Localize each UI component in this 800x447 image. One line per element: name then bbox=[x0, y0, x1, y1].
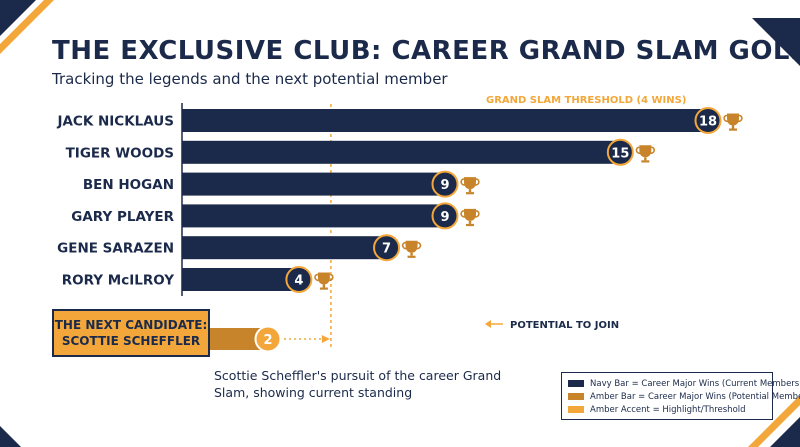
category-label-rory-mcilroy: RORY McILROY bbox=[62, 273, 174, 289]
potential-pointer-arrowhead bbox=[485, 320, 491, 328]
value-badge-gene-sarazen bbox=[373, 234, 401, 262]
value-label-rory-mcilroy: 4 bbox=[294, 274, 303, 289]
value-label-gary-player: 9 bbox=[440, 210, 449, 225]
candidate-description: Scottie Scheffler's pursuit of the caree… bbox=[214, 368, 502, 400]
legend-label: Navy Bar = Career Major Wins (Current Me… bbox=[590, 378, 800, 389]
legend-label: Amber Accent = Highlight/Threshold bbox=[590, 404, 746, 415]
value-badge-tiger-woods bbox=[606, 138, 634, 166]
trophy-icon bbox=[314, 272, 334, 290]
legend-item-navy: Navy Bar = Career Major Wins (Current Me… bbox=[568, 377, 800, 390]
bar-gene-sarazen bbox=[182, 236, 387, 260]
value-label-tiger-woods: 15 bbox=[611, 146, 629, 161]
value-badge-ben-hogan bbox=[431, 170, 459, 198]
category-label-tiger-woods: TIGER WOODS bbox=[66, 145, 174, 161]
legend-label: Amber Bar = Career Major Wins (Potential… bbox=[590, 391, 800, 402]
category-label-jack-nicklaus: JACK NICKLAUS bbox=[56, 114, 174, 130]
bar-tiger-woods bbox=[182, 140, 621, 164]
corner-bottom-left-navy bbox=[0, 426, 21, 447]
trophy-icon bbox=[723, 113, 743, 131]
candidate-label-box: THE NEXT CANDIDATE: SCOTTIE SCHEFFLER bbox=[52, 309, 210, 357]
candidate-value-label: 2 bbox=[263, 333, 272, 348]
legend-item-accent: Amber Accent = Highlight/Threshold bbox=[568, 403, 766, 416]
value-label-ben-hogan: 9 bbox=[440, 178, 449, 193]
value-label-gene-sarazen: 7 bbox=[382, 242, 391, 257]
potential-arrowhead bbox=[321, 335, 330, 343]
corner-top-right-navy bbox=[752, 18, 800, 66]
legend-swatch bbox=[568, 380, 584, 387]
bar-rory-mcilroy bbox=[182, 268, 299, 291]
bar-jack-nicklaus bbox=[182, 109, 708, 132]
value-badge-rory-mcilroy bbox=[285, 266, 313, 293]
trophy-icon bbox=[401, 240, 422, 258]
candidate-label-line2: SCOTTIE SCHEFFLER bbox=[61, 334, 201, 348]
category-label-gary-player: GARY PLAYER bbox=[71, 209, 174, 225]
legend-item-amber: Amber Bar = Career Major Wins (Potential… bbox=[568, 390, 800, 403]
page-subtitle: Tracking the legends and the next potent… bbox=[52, 70, 448, 88]
corner-top-left-navy bbox=[0, 0, 36, 36]
potential-label: POTENTIAL TO JOIN bbox=[510, 320, 619, 331]
category-label-gene-sarazen: GENE SARAZEN bbox=[57, 241, 174, 257]
corner-bottom-right-amber bbox=[748, 395, 800, 447]
value-label-jack-nicklaus: 18 bbox=[699, 115, 717, 130]
bar-ben-hogan bbox=[182, 172, 445, 196]
value-badge-gary-player bbox=[431, 202, 459, 230]
candidate-label-line1: THE NEXT CANDIDATE: bbox=[54, 318, 208, 332]
legend: Navy Bar = Career Major Wins (Current Me… bbox=[561, 372, 800, 420]
candidate-bar bbox=[208, 328, 268, 350]
candidate-value-badge bbox=[254, 325, 282, 353]
legend-swatch bbox=[568, 406, 584, 413]
corner-bottom-right-navy bbox=[770, 417, 800, 447]
threshold-label: GRAND SLAM THRESHOLD (4 WINS) bbox=[486, 95, 686, 106]
trophy-icon bbox=[460, 208, 480, 227]
bar-gary-player bbox=[182, 204, 445, 228]
trophy-icon bbox=[460, 177, 480, 195]
trophy-icon bbox=[635, 145, 656, 163]
page-title: THE EXCLUSIVE CLUB: CAREER GRAND SLAM GO… bbox=[52, 36, 800, 66]
legend-swatch bbox=[568, 393, 584, 400]
category-label-ben-hogan: BEN HOGAN bbox=[83, 177, 174, 193]
value-badge-jack-nicklaus bbox=[694, 107, 722, 134]
corner-top-left-amber bbox=[0, 0, 54, 54]
